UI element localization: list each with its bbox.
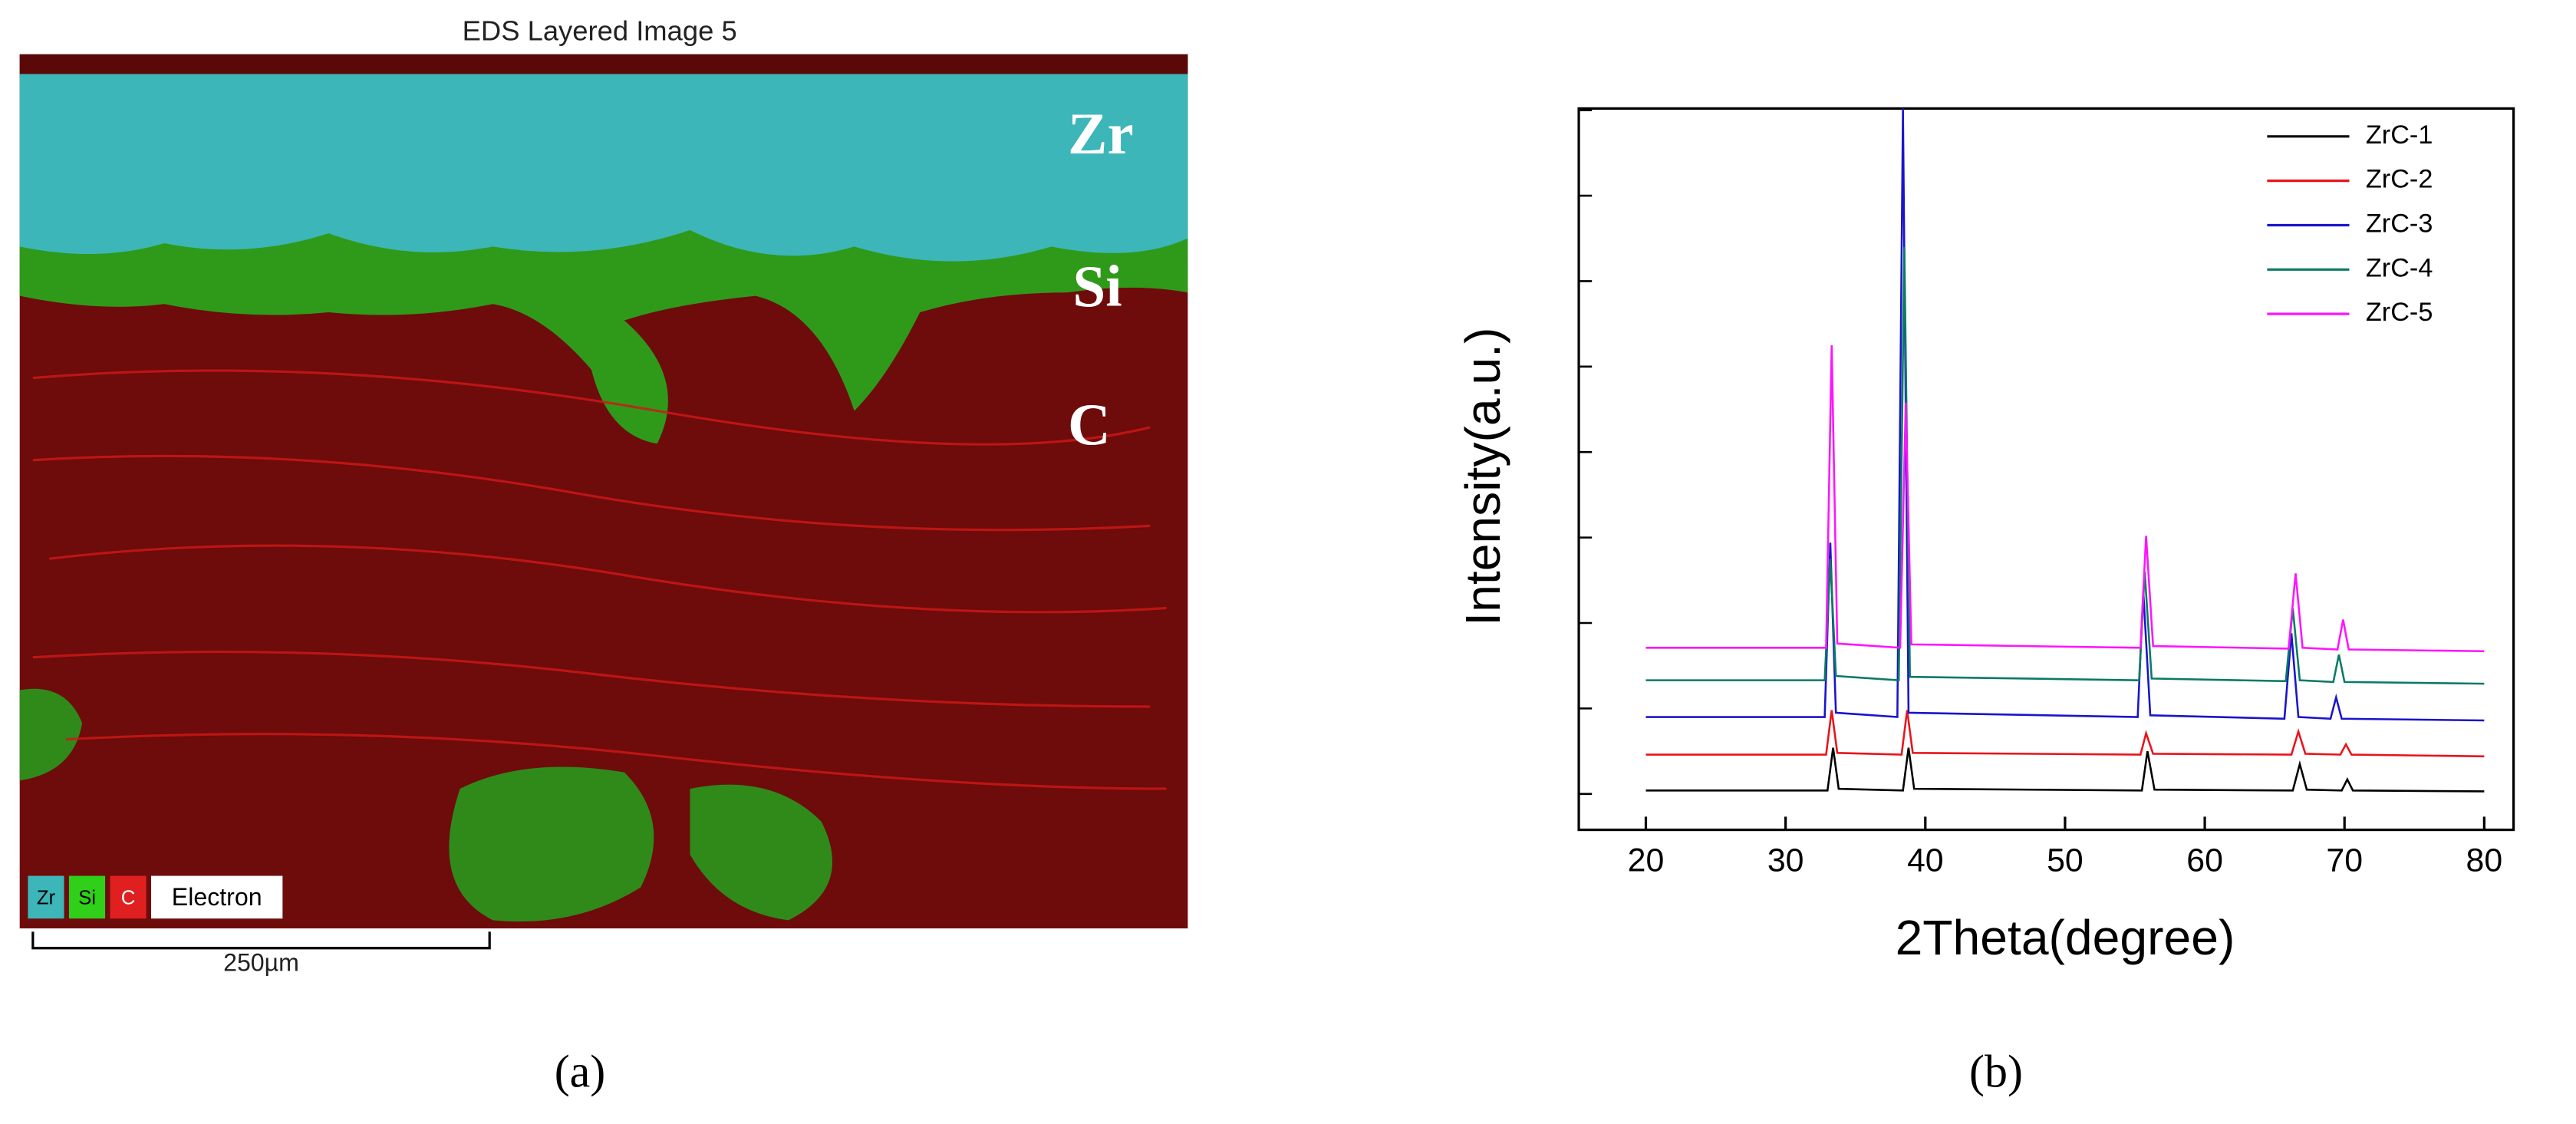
legend-box: [68, 875, 106, 919]
series-line: [1645, 747, 2485, 793]
layer-label: C: [1068, 391, 1111, 457]
y-axis-label: Intensity(a.u.): [1455, 328, 1510, 626]
legend-label: Zr: [37, 887, 56, 908]
series-line: [1645, 246, 2485, 685]
layer-label: Si: [1072, 253, 1122, 319]
legend-label: ZrC-2: [2366, 165, 2433, 194]
series-line: [1645, 344, 2485, 653]
x-tick-label: 50: [2047, 842, 2084, 879]
layer-label: Zr: [1068, 101, 1134, 166]
series-line: [1645, 108, 2485, 722]
legend-label: Si: [78, 887, 96, 908]
legend-box: [151, 875, 283, 919]
x-axis-label: 2Theta(degree): [1896, 910, 2235, 965]
x-tick-label: 70: [2326, 842, 2363, 879]
legend-box: [110, 875, 147, 919]
x-tick-label: 30: [1767, 842, 1804, 879]
legend-label: ZrC-3: [2366, 209, 2433, 239]
legend-box: [28, 875, 64, 919]
legend-label: ZrC-4: [2366, 253, 2433, 282]
x-tick-label: 80: [2466, 842, 2503, 879]
eds-legend: Zr Si C Electron: [28, 875, 283, 919]
legend-label: C: [121, 887, 136, 908]
scale-bar-label: 250µm: [223, 949, 299, 977]
scale-bar: [31, 931, 491, 950]
caption: (b): [1969, 1047, 2023, 1097]
legend-label: Electron: [172, 883, 262, 911]
series-line: [1645, 710, 2485, 758]
x-tick-label: 40: [1907, 842, 1944, 879]
caption: (a): [555, 1047, 606, 1097]
legend-label: ZrC-5: [2366, 298, 2433, 327]
x-tick-label: 20: [1628, 842, 1665, 879]
plot-lines: [1645, 108, 2485, 793]
eds-image: [19, 54, 1188, 929]
plot-frame: [1577, 107, 2515, 832]
legend-label: ZrC-1: [2366, 120, 2433, 150]
x-tick-label: 60: [2186, 842, 2223, 879]
panel-title: EDS Layered Image 5: [463, 15, 737, 47]
